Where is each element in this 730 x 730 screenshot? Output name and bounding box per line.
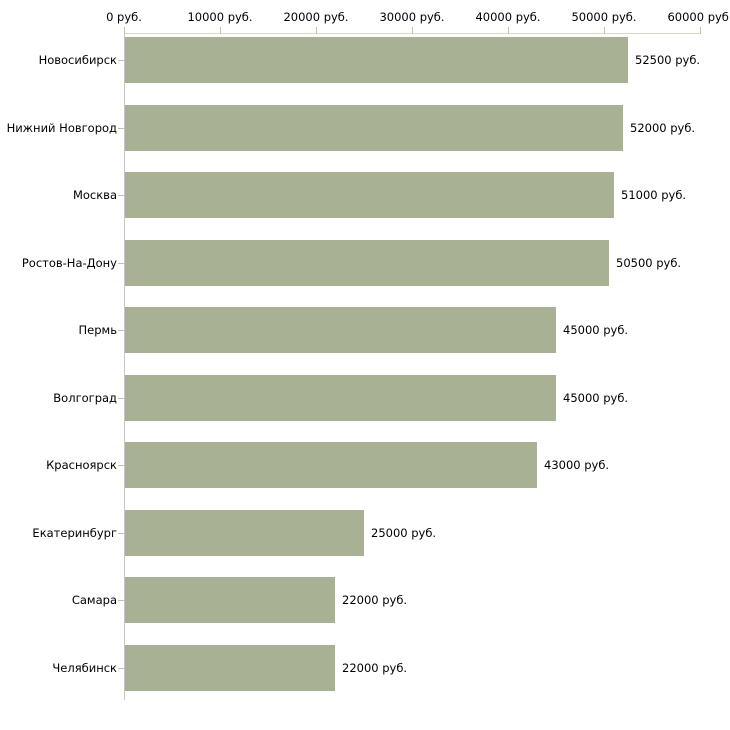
category-label: Ростов-На-Дону xyxy=(21,256,117,270)
category-label: Нижний Новгород xyxy=(6,121,117,135)
bar xyxy=(125,577,335,623)
x-axis-tick-mark xyxy=(700,27,701,34)
category-label: Волгоград xyxy=(53,391,117,405)
category-label: Москва xyxy=(72,188,117,202)
category-label: Челябинск xyxy=(52,661,117,675)
x-axis-tick-mark xyxy=(412,27,413,34)
value-label: 51000 руб. xyxy=(621,188,687,202)
x-axis-tick-label: 60000 руб. xyxy=(667,10,730,24)
value-label: 22000 руб. xyxy=(342,593,408,607)
value-label: 25000 руб. xyxy=(371,526,437,540)
category-tick-mark xyxy=(118,398,124,399)
category-tick-mark xyxy=(118,533,124,534)
category-label: Красноярск xyxy=(46,458,117,472)
x-axis-tick-label: 20000 руб. xyxy=(283,10,349,24)
value-label: 43000 руб. xyxy=(544,458,610,472)
bar xyxy=(125,645,335,691)
category-tick-mark xyxy=(118,263,124,264)
x-axis-tick-label: 50000 руб. xyxy=(571,10,637,24)
category-label: Самара xyxy=(71,593,117,607)
value-label: 52500 руб. xyxy=(635,53,701,67)
x-axis-tick-label: 30000 руб. xyxy=(379,10,445,24)
x-axis-tick-label: 0 руб. xyxy=(106,10,142,24)
category-tick-mark xyxy=(118,128,124,129)
value-label: 45000 руб. xyxy=(563,391,629,405)
value-label: 50500 руб. xyxy=(616,256,682,270)
category-tick-mark xyxy=(118,600,124,601)
category-tick-mark xyxy=(118,330,124,331)
category-label: Пермь xyxy=(78,323,117,337)
category-tick-mark xyxy=(118,60,124,61)
x-axis-tick-mark xyxy=(220,27,221,34)
bar xyxy=(125,240,609,286)
x-axis-tick-label: 10000 руб. xyxy=(187,10,253,24)
bar xyxy=(125,442,537,488)
bar xyxy=(125,105,623,151)
x-axis-tick-mark xyxy=(316,27,317,34)
x-axis-tick-mark xyxy=(508,27,509,34)
bar xyxy=(125,307,556,353)
category-tick-mark xyxy=(118,465,124,466)
category-tick-mark xyxy=(118,668,124,669)
y-axis-line xyxy=(124,33,125,700)
x-axis-tick-label: 40000 руб. xyxy=(475,10,541,24)
bar xyxy=(125,510,364,556)
bar xyxy=(125,375,556,421)
value-label: 22000 руб. xyxy=(342,661,408,675)
x-axis-tick-mark xyxy=(124,27,125,34)
bar xyxy=(125,172,614,218)
x-axis-tick-mark xyxy=(604,27,605,34)
category-label: Новосибирск xyxy=(38,53,117,67)
category-tick-mark xyxy=(118,195,124,196)
bar xyxy=(125,37,628,83)
value-label: 52000 руб. xyxy=(630,121,696,135)
value-label: 45000 руб. xyxy=(563,323,629,337)
category-label: Екатеринбург xyxy=(32,526,117,540)
